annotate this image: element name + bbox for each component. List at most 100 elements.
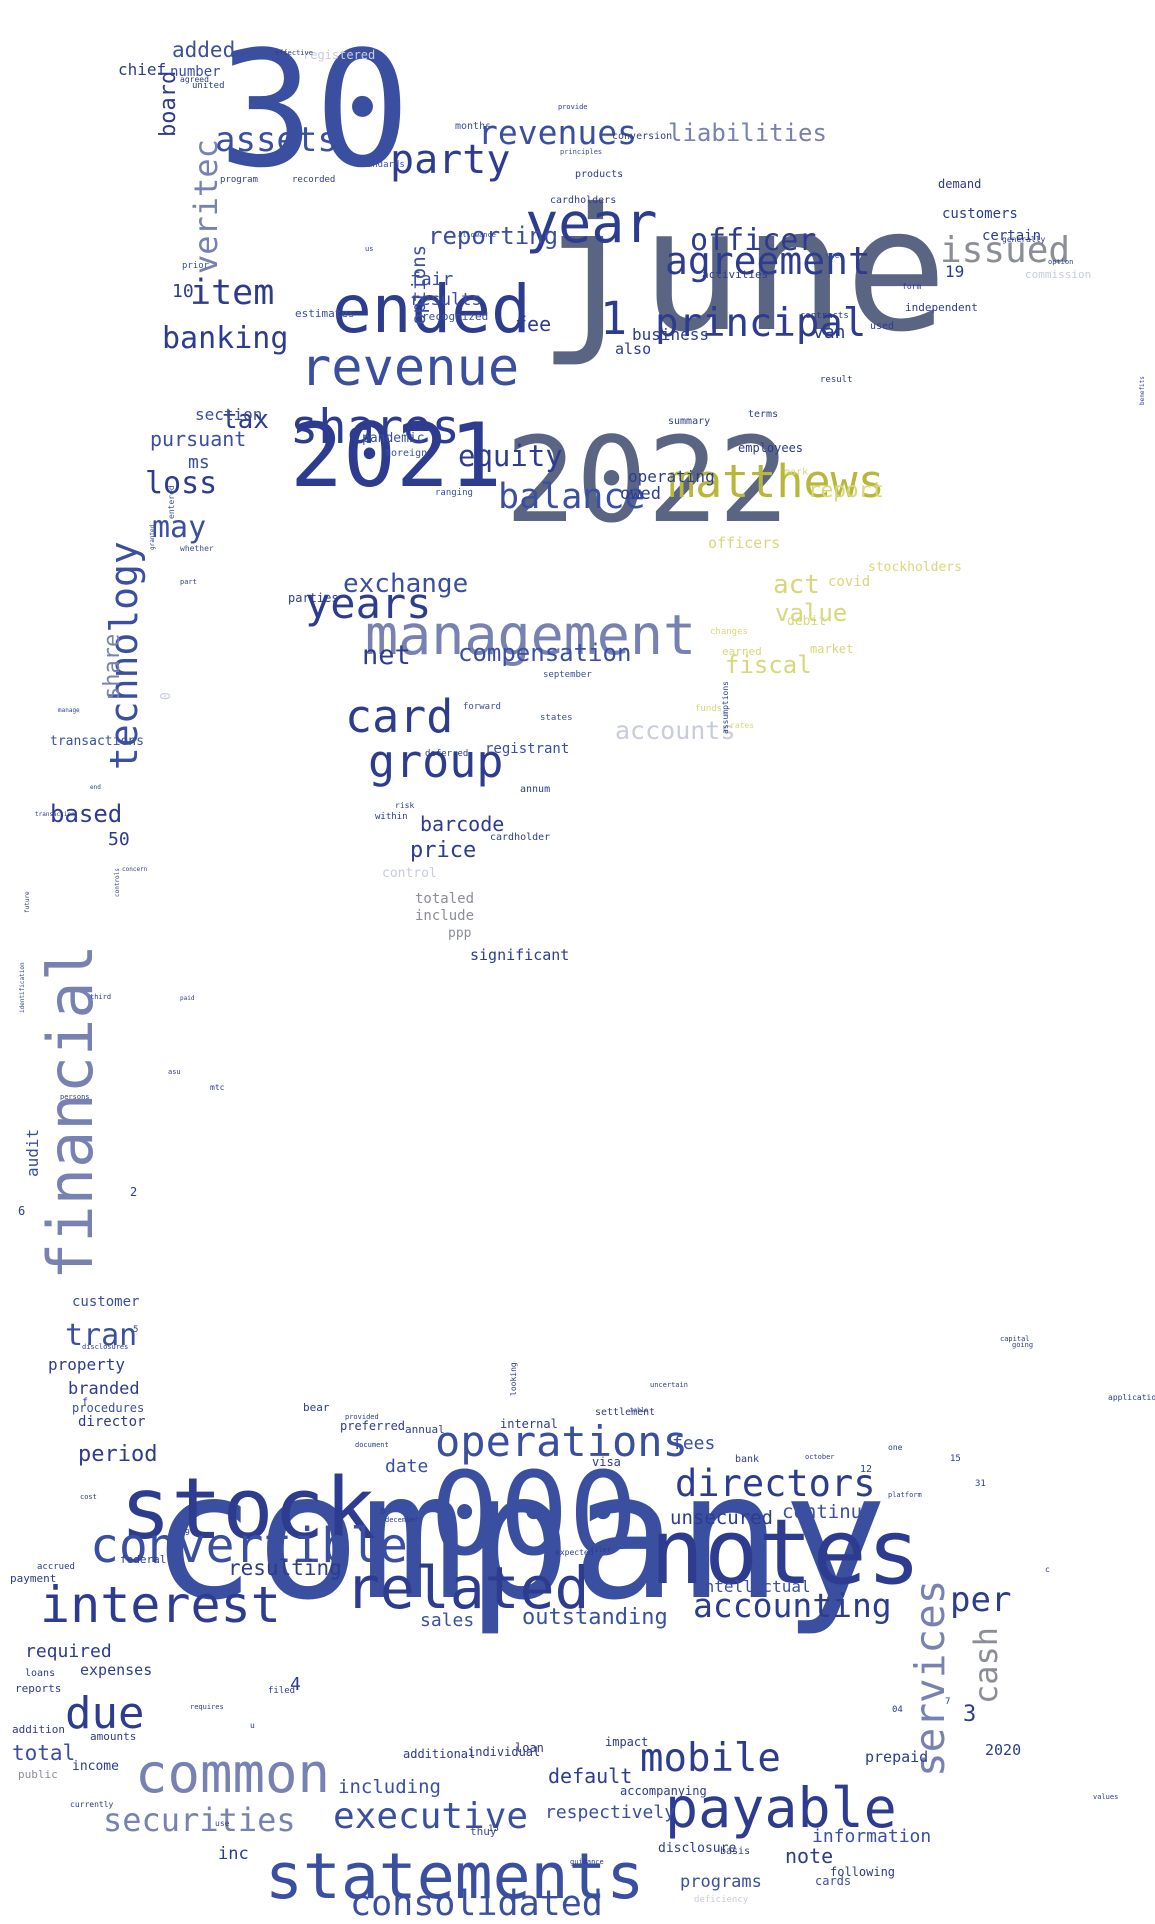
cloud-word: 04 — [892, 1704, 903, 1715]
cloud-word: u — [250, 1720, 255, 1730]
cloud-word: inc — [218, 1844, 249, 1865]
cloud-word: 2022 — [505, 410, 790, 549]
cloud-word: public — [18, 1768, 58, 1782]
cloud-word: funds — [695, 703, 723, 714]
cloud-word: 3 — [963, 1702, 977, 1728]
cloud-word: granted — [149, 524, 156, 551]
cloud-word: looking — [509, 1361, 518, 1396]
cloud-word: director — [78, 1413, 146, 1430]
cloud-word: chief — [118, 60, 167, 80]
cloud-word: operating — [628, 467, 715, 487]
cloud-word: annual — [405, 1423, 445, 1437]
cloud-word: barcode — [420, 812, 505, 836]
cloud-word: veritec — [187, 139, 225, 275]
cloud-word: totaled — [415, 890, 475, 907]
cloud-word: 5 — [133, 1324, 139, 1335]
cloud-word: also — [615, 340, 652, 358]
cloud-word: reports — [15, 1682, 62, 1696]
cloud-word: 2020 — [985, 1741, 1022, 1759]
cloud-word: manage — [58, 707, 80, 715]
cloud-word: states — [540, 712, 573, 723]
cloud-word: changes — [710, 626, 748, 637]
cloud-word: expenses — [80, 1661, 153, 1679]
cloud-word: individual — [468, 1745, 541, 1760]
cloud-word: transaction — [35, 811, 75, 819]
cloud-word: c — [1045, 1564, 1050, 1574]
cloud-word: program — [220, 174, 258, 185]
cloud-word: officers — [708, 534, 781, 552]
cloud-word: report — [808, 478, 884, 503]
cloud-word: act — [773, 570, 820, 601]
cloud-word: conversion — [612, 131, 673, 142]
cloud-word: information — [812, 1825, 932, 1847]
cloud-word: year — [525, 191, 658, 255]
cloud-word: assumptions — [721, 680, 730, 734]
cloud-word: interest — [40, 1576, 281, 1634]
cloud-word: october — [805, 1453, 835, 1462]
cloud-word: controls — [114, 868, 121, 898]
cloud-word: concern — [122, 866, 148, 874]
cloud-word: branded — [68, 1379, 140, 1400]
cloud-word: owed — [620, 484, 661, 505]
cloud-word: unsecured — [670, 1506, 773, 1529]
cloud-word: debit — [787, 613, 827, 629]
cloud-word: payable — [665, 1776, 897, 1840]
cloud-word: tax — [222, 405, 269, 436]
cloud-word: basis — [720, 1846, 751, 1857]
cloud-word: terms — [748, 409, 779, 420]
cloud-word: payment — [10, 1572, 57, 1586]
cloud-word: identification — [19, 962, 26, 1014]
cloud-word: thuy — [470, 1825, 497, 1839]
cloud-word: applications — [1108, 1392, 1155, 1402]
cloud-word: 10 — [172, 280, 194, 302]
cloud-word: 7 — [945, 1696, 951, 1707]
cloud-word: annum — [520, 784, 551, 795]
cloud-word: commission — [1025, 268, 1092, 282]
cloud-word: officer — [690, 223, 817, 258]
cloud-word: generally — [1002, 234, 1046, 244]
cloud-word: estimates — [295, 307, 355, 321]
cloud-word: earned — [722, 645, 762, 659]
cloud-word: months — [455, 121, 492, 132]
cloud-word: united — [192, 80, 225, 91]
cloud-word: share — [100, 634, 125, 701]
cloud-word: platform — [888, 1491, 922, 1500]
cloud-word: customers — [942, 205, 1018, 222]
cloud-word: business — [632, 325, 710, 345]
cloud-word: foreign — [385, 448, 428, 459]
cloud-word: added — [172, 38, 236, 63]
cloud-word: statements — [265, 1839, 645, 1913]
cloud-word: accompanying — [620, 1784, 707, 1799]
cloud-word: period — [78, 1442, 158, 1468]
cloud-word: option — [1048, 258, 1074, 267]
cloud-word: issued — [940, 230, 1071, 272]
cloud-word: 13 — [488, 1823, 499, 1834]
cloud-word: guidance — [570, 1858, 604, 1867]
cloud-word: 2021 — [290, 403, 502, 507]
cloud-word: f — [82, 1397, 89, 1408]
cloud-word: per — [950, 1579, 1012, 1620]
cloud-word: matthews — [668, 455, 885, 508]
cloud-word: cost — [80, 1493, 97, 1502]
cloud-word: preferred — [340, 1419, 406, 1434]
cloud-word: fees — [672, 1432, 716, 1454]
cloud-word: cardholder — [490, 832, 551, 843]
cloud-word: tran — [65, 1318, 138, 1353]
cloud-word: 4 — [290, 1673, 301, 1695]
cloud-word: used — [870, 321, 895, 332]
cloud-word: prepaid — [865, 1748, 929, 1766]
cloud-word: card — [345, 690, 454, 743]
cloud-word: based — [50, 799, 123, 828]
cloud-word: demand — [938, 177, 982, 192]
cloud-word: 2 — [130, 1185, 138, 1200]
cloud-word: employees — [738, 441, 804, 456]
cloud-word: resulting — [228, 1556, 342, 1581]
cloud-word: allowance — [458, 231, 496, 240]
cloud-word: registered — [303, 48, 376, 63]
cloud-word: 0 — [159, 691, 174, 700]
cloud-word: third — [90, 993, 112, 1002]
cloud-word: rates — [730, 720, 755, 730]
cloud-word: executive — [333, 1796, 529, 1838]
cloud-word: 50 — [108, 828, 130, 850]
